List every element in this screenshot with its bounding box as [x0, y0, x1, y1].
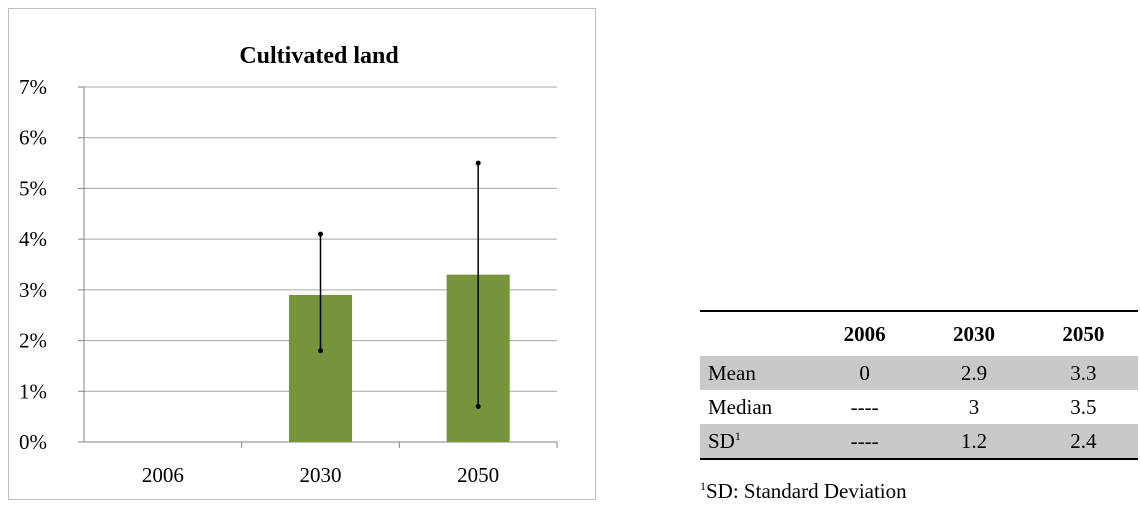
y-tick-label: 4% [19, 227, 47, 251]
table-cell: ---- [850, 394, 879, 419]
table-cell: 3.3 [1070, 360, 1097, 385]
y-tick-label: 2% [19, 329, 47, 353]
y-tick-label: 6% [19, 126, 47, 150]
y-tick-label: 3% [19, 278, 47, 302]
header-cell: 2030 [952, 321, 995, 346]
table-cell: 1.2 [960, 428, 988, 453]
table-cell: 3.5 [1070, 394, 1097, 419]
chart-title: Cultivated land [239, 43, 399, 69]
table-cell: 3 [968, 394, 980, 419]
table-cell: 2.4 [1070, 428, 1097, 453]
x-tick-label: 2050 [457, 463, 499, 487]
row-label: Mean [708, 360, 756, 385]
table-row: Median ---- 3 3.5 [700, 390, 1138, 424]
table-header-row: 2006 2030 2050 [700, 311, 1138, 356]
table-cell: 0 [859, 360, 870, 385]
table-cell: ---- [850, 428, 879, 453]
table-row: SD1 ---- 1.2 2.4 [700, 424, 1138, 459]
footnote-text: SD: Standard Deviation [706, 479, 907, 503]
x-tick-label: 2006 [142, 463, 184, 487]
footnote-marker: 1 [734, 428, 741, 443]
y-tick-label: 1% [19, 379, 47, 403]
header-cell: 2050 [1062, 321, 1105, 346]
error-bar-cap [475, 160, 481, 166]
table-footnote: 1SD: Standard Deviation [700, 479, 907, 504]
x-tick-label: 2030 [300, 463, 342, 487]
y-tick-label: 7% [19, 75, 47, 99]
error-bar-cap [475, 404, 481, 409]
error-bar-cap [318, 231, 323, 237]
table-body: Mean 0 2.9 3.3 Median ---- 3 3.5 SD1 ---- 1.2 2.4 [700, 356, 1138, 459]
table-cell: 2.9 [960, 360, 988, 385]
header-cell: 2006 [843, 321, 886, 346]
chart-frame: Cultivated land 0% 1% 2% 3% 4% 5% 6% 7% 2006 2030 2… [8, 8, 596, 500]
header-cell-empty [700, 311, 810, 356]
y-tick-label: 0% [19, 430, 47, 454]
table-row: Mean 0 2.9 3.3 [700, 356, 1138, 390]
row-label: SD1 [708, 428, 741, 453]
error-bar-cap [318, 348, 323, 354]
bar-chart: Cultivated land 0% 1% 2% 3% 4% 5% 6% 7% 2006 2030 2… [19, 43, 558, 487]
y-tick-label: 5% [19, 176, 47, 200]
row-label: Median [708, 394, 773, 419]
footnote-marker: 1 [700, 479, 706, 493]
stats-table: 2006 2030 2050 Mean 0 2.9 3.3 Median ---- 3 3.5 SD… [700, 310, 1138, 460]
